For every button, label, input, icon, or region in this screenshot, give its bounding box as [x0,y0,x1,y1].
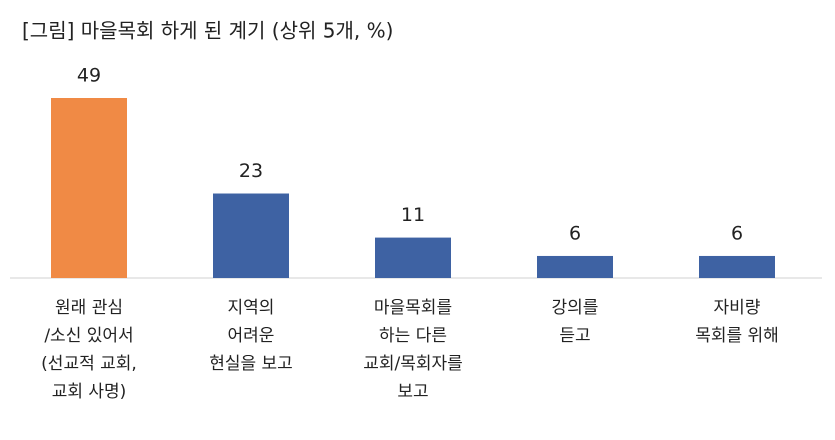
bar [699,255,775,278]
value-label: 11 [401,204,425,226]
x-tick-label: 자비량 [714,298,761,318]
value-label: 49 [77,65,101,87]
x-tick-label: 보고 [397,382,428,402]
x-tick-label: 목회를 위해 [695,326,779,346]
value-label: 6 [731,222,743,244]
x-tick-label: 현실을 보고 [209,354,293,374]
x-tick-label: (선교적 교회, [41,354,137,374]
bar [51,98,127,278]
value-label: 23 [239,160,263,182]
x-tick-label: 교회 사명) [52,382,127,402]
bar [213,193,289,278]
x-tick-label: 하는 다른 [379,326,447,346]
x-tick-label: 교회/목회자를 [363,354,463,374]
x-tick-label: 지역의 [228,298,275,318]
value-label: 6 [569,222,581,244]
x-tick-label: 원래 관심 [55,298,123,318]
bar [375,237,451,278]
x-tick-label: 마을목회를 [374,298,452,318]
bar [537,255,613,278]
x-tick-label: /소신 있어서 [44,326,133,346]
x-tick-label: 강의를 [552,298,599,318]
chart-title: [그림] 마을목회 하게 된 계기 (상위 5개, %) [22,19,393,43]
x-tick-label: 듣고 [559,326,590,346]
x-tick-label: 어려운 [228,326,275,346]
